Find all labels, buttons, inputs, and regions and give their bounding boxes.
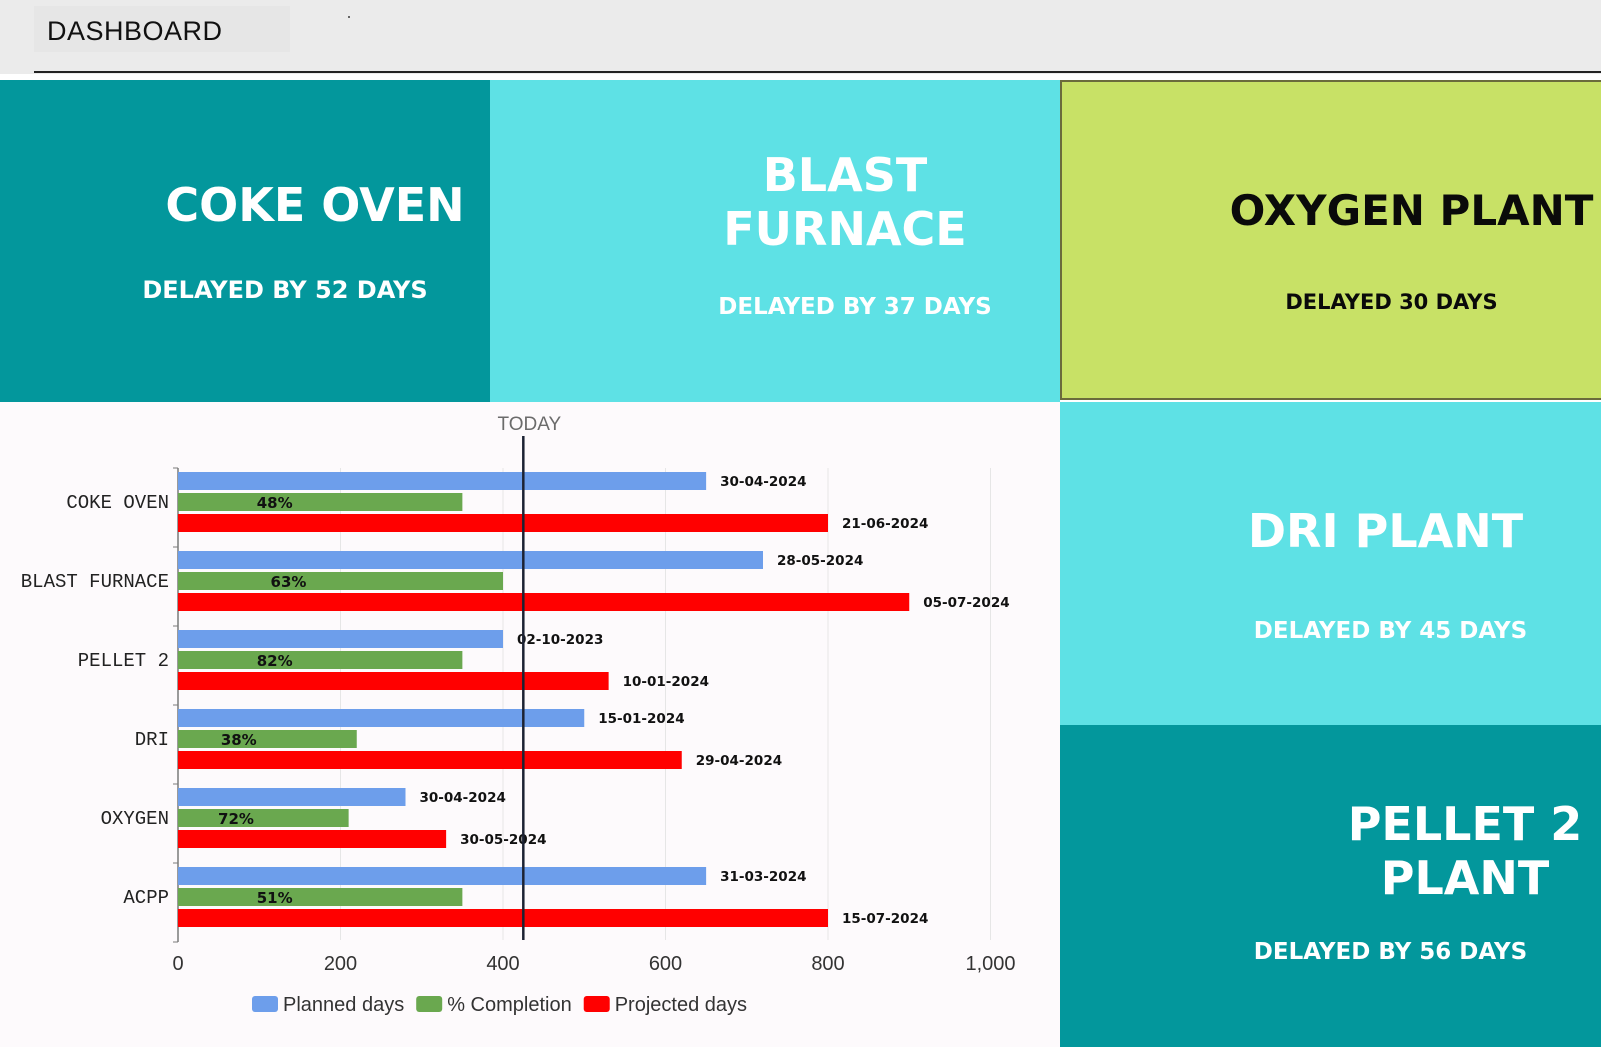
completion-label: 38% [221,731,257,749]
category-label: OXYGEN [101,808,169,830]
date-label: 29-04-2024 [696,753,782,769]
dri-plant-tile[interactable]: DRI PLANT DELAYED BY 45 DAYS [1060,402,1601,725]
date-label: 28-05-2024 [777,553,863,569]
oxygen-plant-title: OXYGEN PLANT [1229,186,1594,235]
date-label: 31-03-2024 [720,869,806,885]
pellet2-plant-status: DELAYED BY 56 DAYS [1253,939,1528,965]
bar [178,514,828,532]
legend-swatch [252,996,278,1012]
dri-plant-status: DELAYED BY 45 DAYS [1253,618,1528,644]
date-label: 15-07-2024 [842,911,928,927]
progress-bar-chart: COKE OVEN 30-04-2024 48% 21-06-2024 BLAST FU… [21,414,1016,1016]
bar [178,551,763,569]
chart-panel: COKE OVEN 30-04-2024 48% 21-06-2024 BLAST FU… [0,402,1060,1047]
bar [178,788,406,806]
x-tick-label: 0 [172,953,183,975]
date-label: 10-01-2024 [623,674,709,690]
date-label: 05-07-2024 [923,595,1009,611]
top-bar: DASHBOARD [0,0,1601,74]
pellet2-plant-tile[interactable]: PELLET 2 PLANT DELAYED BY 56 DAYS [1060,725,1601,1047]
category-label: DRI [135,729,169,751]
today-label: TODAY [497,414,561,435]
x-tick-label: 400 [486,953,519,975]
bar [178,830,447,848]
completion-label: 72% [218,810,254,828]
category-label: BLAST FURNACE [21,571,169,593]
date-label: 15-01-2024 [598,711,684,727]
bar [178,572,503,590]
pellet2-plant-title: PELLET 2 PLANT [1347,797,1583,906]
bar [178,809,349,827]
legend-swatch [416,996,443,1012]
completion-label: 48% [257,494,293,512]
bar [178,867,707,885]
coke-oven-title: COKE OVEN [165,178,465,232]
bar [178,630,503,648]
bar [178,730,357,748]
header-divider [34,71,1601,73]
coke-oven-status: DELAYED BY 52 DAYS [142,276,428,304]
blast-furnace-title: BLAST FURNACE [723,148,967,257]
x-tick-label: 1,000 [965,953,1015,975]
completion-label: 82% [257,652,293,670]
x-tick-label: 800 [811,953,844,975]
bar [178,672,609,690]
bar [178,472,707,490]
legend-swatch [583,996,610,1012]
date-label: 30-04-2024 [420,790,506,806]
blast-furnace-tile[interactable]: BLAST FURNACE DELAYED BY 37 DAYS [490,80,1060,402]
bar [178,651,463,669]
bar [178,888,463,906]
category-label: COKE OVEN [66,492,169,514]
bar [178,909,828,927]
x-tick-label: 600 [649,953,682,975]
category-label: ACPP [123,887,169,909]
completion-label: 51% [257,889,293,907]
title-background [34,6,290,52]
bar [178,493,463,511]
stray-dot [348,16,350,18]
oxygen-plant-status: DELAYED 30 DAYS [1285,290,1498,314]
x-tick-label: 200 [324,953,357,975]
legend-label: Planned days [283,994,404,1016]
date-label: 30-05-2024 [460,832,546,848]
dri-plant-title: DRI PLANT [1247,504,1524,558]
legend-label: Projected days [615,994,747,1016]
oxygen-plant-tile[interactable]: OXYGEN PLANT DELAYED 30 DAYS [1060,80,1601,400]
completion-label: 63% [271,573,307,591]
category-label: PELLET 2 [78,650,169,672]
bar [178,593,910,611]
blast-furnace-status: DELAYED BY 37 DAYS [718,294,992,320]
legend-label: % Completion [447,994,572,1016]
date-label: 30-04-2024 [720,474,806,490]
bar [178,751,682,769]
coke-oven-tile[interactable]: COKE OVEN DELAYED BY 52 DAYS [0,80,490,402]
date-label: 21-06-2024 [842,516,928,532]
date-label: 02-10-2023 [517,632,603,648]
bar [178,709,585,727]
dashboard-title: DASHBOARD [47,16,223,46]
